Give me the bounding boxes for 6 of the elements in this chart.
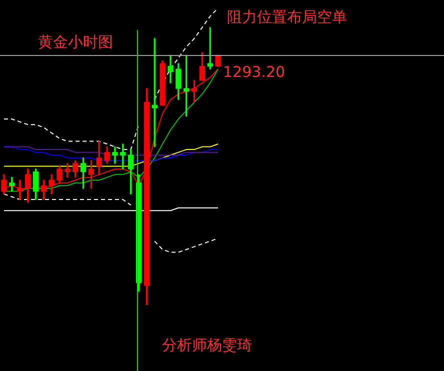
text: 阻力位置布局空单 — [227, 8, 347, 27]
candlestick — [112, 146, 118, 164]
text: 分析师杨雯琦 — [162, 336, 252, 355]
text: 1293.20 — [223, 63, 286, 81]
chart-title: 黄金小时图 — [38, 33, 113, 52]
candlestick — [168, 54, 174, 84]
